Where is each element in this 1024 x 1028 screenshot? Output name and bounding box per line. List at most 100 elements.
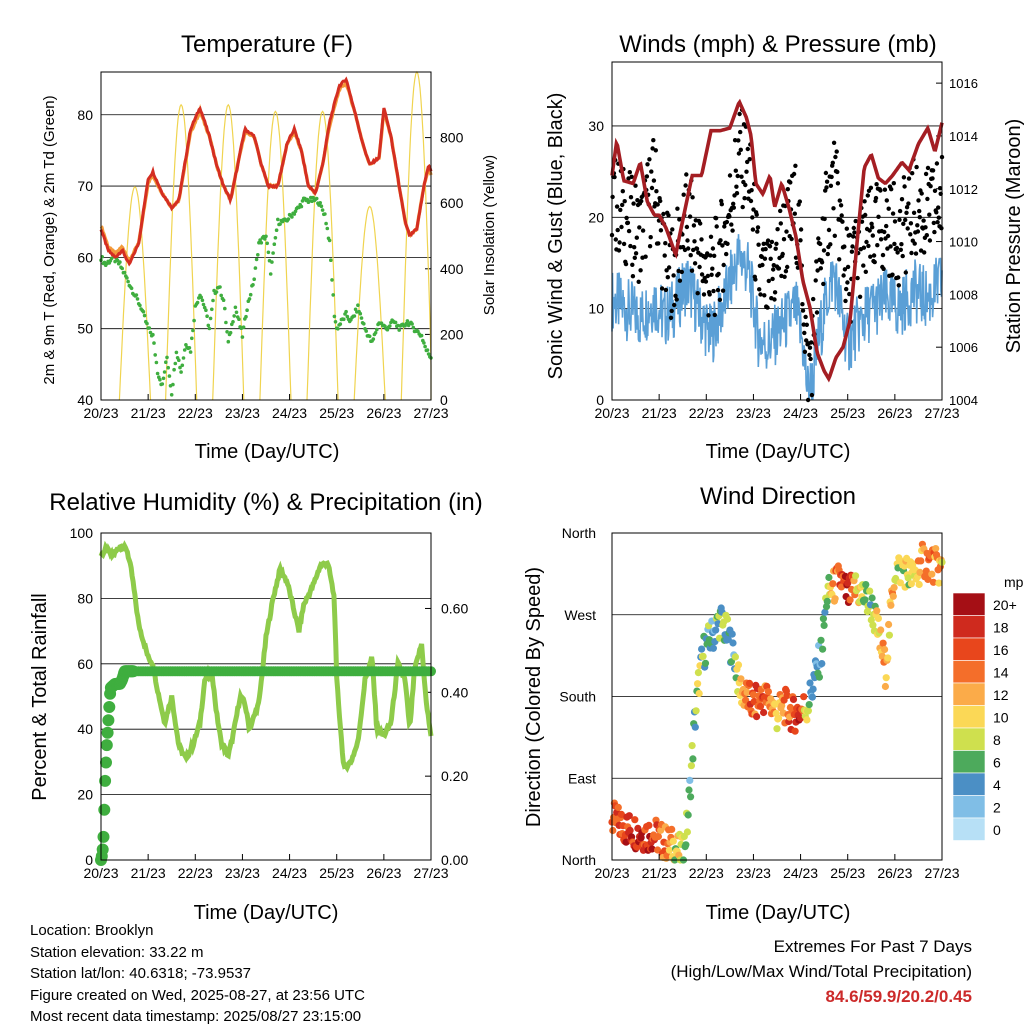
plot-frame <box>611 532 943 861</box>
gust-point <box>720 288 726 293</box>
gust-point <box>677 278 683 283</box>
dewpoint-point <box>292 212 297 216</box>
y2-tick-label: 600 <box>440 195 464 211</box>
gust-point <box>625 220 631 225</box>
legend-label: 2 <box>993 800 1001 816</box>
legend-swatch <box>952 615 986 639</box>
gust-point <box>768 256 773 261</box>
y-tick-label: 80 <box>77 590 93 606</box>
gust-point <box>647 157 652 162</box>
direction-point <box>873 607 881 615</box>
legend-swatch <box>952 705 986 729</box>
x-tick-label: 22/23 <box>178 405 213 421</box>
direction-point <box>846 596 854 604</box>
direction-point <box>728 630 736 638</box>
gust-point <box>748 198 754 204</box>
direction-point <box>609 826 617 835</box>
gust-point <box>727 173 733 178</box>
gust-point <box>643 254 648 259</box>
gust-point <box>939 226 944 231</box>
gust-point <box>793 163 798 168</box>
gust-point <box>669 308 674 314</box>
dewpoint-point <box>152 341 156 345</box>
gust-point <box>758 292 763 297</box>
direction-point <box>915 580 923 589</box>
dewpoint-point <box>247 297 252 301</box>
gust-point <box>882 229 887 235</box>
gust-point <box>627 170 632 175</box>
gust-point <box>878 188 883 193</box>
gust-point <box>809 340 814 345</box>
gust-point <box>776 266 782 271</box>
gust-point <box>792 211 797 216</box>
gust-point <box>807 352 812 358</box>
dewpoint-point <box>345 314 350 319</box>
dewpoint-point <box>228 330 233 335</box>
gust-point <box>773 246 778 251</box>
gust-point <box>658 198 663 204</box>
solar-line <box>353 205 386 401</box>
gust-point <box>713 216 719 221</box>
gust-point <box>781 237 787 242</box>
gust-point <box>615 227 620 233</box>
plot-frame <box>100 71 432 401</box>
direction-point <box>820 621 828 630</box>
gust-point <box>840 219 845 224</box>
gust-point <box>635 198 640 203</box>
dewpoint-point <box>160 382 165 386</box>
direction-point <box>742 696 750 704</box>
dewpoint-point <box>177 358 181 363</box>
y-tick-label: 10 <box>588 301 604 317</box>
gust-point <box>750 215 755 220</box>
legend-label: 12 <box>993 687 1009 703</box>
gust-point <box>770 276 775 282</box>
gust-point <box>823 170 829 176</box>
gust-point <box>793 255 799 260</box>
direction-point <box>665 846 674 854</box>
gust-point <box>672 302 677 308</box>
gust-point <box>731 205 736 210</box>
dewpoint-point <box>251 283 255 287</box>
gust-point <box>930 168 936 173</box>
gust-point <box>709 272 714 277</box>
direction-point <box>694 680 702 688</box>
direction-point <box>683 828 692 836</box>
gust-point <box>756 242 761 247</box>
gust-point <box>888 244 893 249</box>
dewpoint-point <box>336 327 340 331</box>
dewpoint-point <box>393 320 398 325</box>
gust-point <box>871 253 877 258</box>
dewpoint-point <box>173 361 178 366</box>
direction-point <box>687 762 696 770</box>
gust-point <box>673 293 678 298</box>
direction-point <box>861 596 869 604</box>
gust-point <box>905 226 910 231</box>
direction-point <box>773 725 781 733</box>
gust-point <box>828 183 834 188</box>
gust-point <box>874 182 879 187</box>
gust-point <box>688 253 693 258</box>
gust-point <box>679 269 684 275</box>
gust-point <box>618 207 623 213</box>
gust-point <box>624 215 629 221</box>
legend-swatch <box>952 795 986 819</box>
gust-point <box>620 189 625 194</box>
direction-point <box>887 601 895 609</box>
dewpoint-point <box>151 332 155 337</box>
gust-point <box>830 160 835 165</box>
gust-point <box>815 268 820 273</box>
direction-point <box>928 570 936 578</box>
x-tick-label: 25/23 <box>830 865 865 881</box>
gust-point <box>837 257 842 262</box>
direction-point <box>695 689 703 698</box>
gust-point <box>876 214 881 219</box>
gust-point <box>712 312 717 318</box>
gust-point <box>818 241 823 247</box>
gust-point <box>895 250 900 255</box>
gust-point <box>749 188 754 193</box>
dewpoint-point <box>135 297 140 301</box>
gust-point <box>705 251 710 256</box>
dewpoint-point <box>423 344 427 349</box>
direction-point <box>691 723 699 731</box>
dewpoint-point <box>319 204 324 208</box>
